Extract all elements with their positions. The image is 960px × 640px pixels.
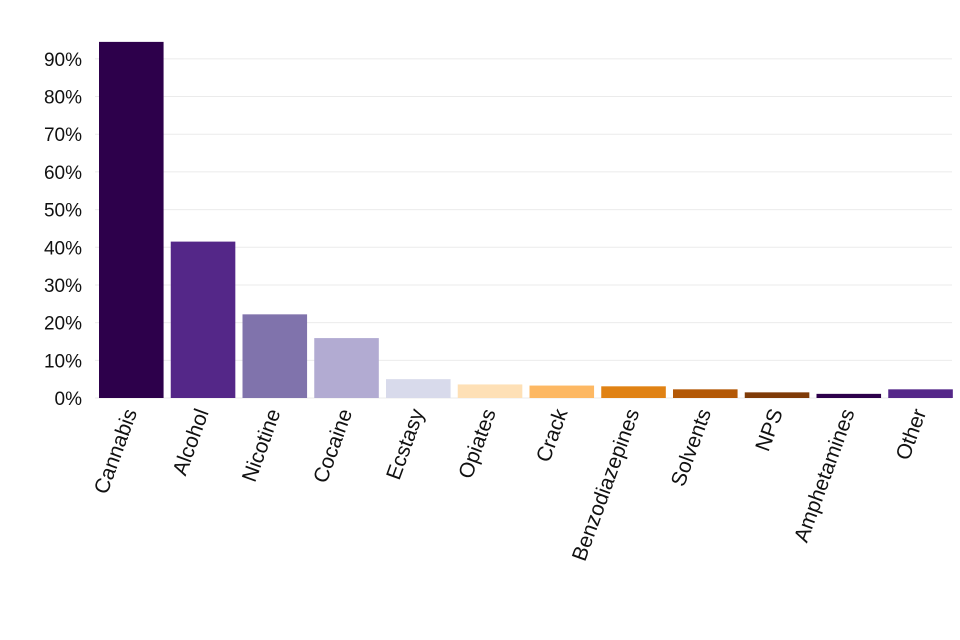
bar-alcohol: [170, 241, 236, 398]
y-tick-label: 80%: [44, 88, 82, 109]
y-tick-label: 70%: [44, 125, 82, 146]
x-tick-label: Solvents: [667, 406, 716, 490]
bars: [99, 41, 953, 398]
x-tick-label: Ecstasy: [382, 405, 429, 482]
y-tick-label: 10%: [44, 351, 82, 372]
bar-benzodiazepines: [601, 386, 666, 398]
bar-cannabis: [99, 41, 164, 398]
bar-crack: [529, 385, 595, 398]
bar-amphetamines: [816, 393, 882, 398]
bar-cocaine: [314, 338, 379, 398]
x-tick-label: NPS: [751, 406, 787, 454]
x-axis-category-labels: Cannabis Alcohol Nicotine Cocaine Ecstasy Opi…: [90, 405, 931, 564]
bar-solvents: [673, 389, 738, 398]
x-tick-label: Alcohol: [169, 406, 214, 479]
x-tick-label: Benzodiazepines: [568, 406, 644, 564]
bar-nps: [744, 392, 810, 398]
bar-ecstasy: [386, 379, 451, 398]
x-tick-label: Nicotine: [238, 406, 286, 485]
x-tick-label: Other: [892, 406, 932, 463]
x-tick-label: Amphetamines: [790, 406, 860, 545]
y-tick-label: 0%: [55, 389, 83, 410]
y-tick-label: 90%: [44, 50, 82, 71]
x-tick-label: Cocaine: [309, 406, 357, 486]
bar-nicotine: [242, 314, 308, 398]
y-axis-tick-labels: 0% 10% 20% 30% 40% 50% 60% 70% 80% 90%: [44, 50, 82, 410]
y-tick-label: 60%: [44, 163, 82, 184]
gridlines: [95, 58, 952, 399]
bar-other: [888, 389, 953, 398]
y-tick-label: 40%: [44, 238, 82, 259]
bar-opiates: [457, 384, 523, 398]
x-tick-label: Cannabis: [90, 406, 142, 497]
y-tick-label: 50%: [44, 201, 82, 222]
y-tick-label: 20%: [44, 314, 82, 335]
x-tick-label: Opiates: [454, 406, 500, 482]
y-tick-label: 30%: [44, 276, 82, 297]
x-tick-label: Crack: [532, 405, 573, 465]
